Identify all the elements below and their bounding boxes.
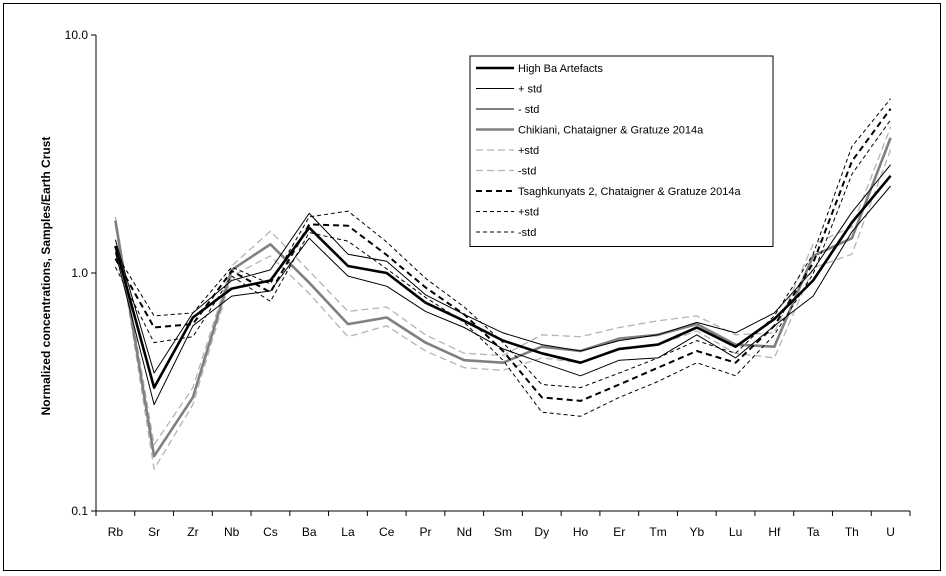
- series-line: [114, 108, 892, 402]
- series-line: [114, 185, 891, 406]
- x-tick-label: Yb: [689, 525, 704, 539]
- x-tick-label: Rb: [108, 525, 124, 539]
- series-line: [114, 137, 892, 458]
- x-tick-label: Tm: [649, 525, 666, 539]
- y-tick-label: 0.1: [71, 504, 88, 518]
- x-tick-label: La: [341, 525, 355, 539]
- legend-label: +std: [518, 145, 539, 157]
- legend-label: +std: [518, 207, 539, 219]
- chart-svg: 0.1 1.0 10.0 Rb Sr Zr Nb Cs Ba La Ce Pr Nd Sm Dy Ho Er Tm…: [39, 28, 911, 539]
- x-tick-label: Th: [845, 525, 859, 539]
- legend-label: -std: [518, 227, 536, 239]
- x-tick-label: Hf: [768, 525, 781, 539]
- x-tick-label: Ta: [807, 525, 820, 539]
- x-tick-label: Ce: [379, 525, 395, 539]
- legend: High Ba Artefacts + std - std Chikiani, Cha…: [469, 55, 774, 247]
- series-line: [114, 164, 891, 374]
- series-layer: [114, 98, 892, 470]
- legend-label: + std: [518, 84, 542, 96]
- x-tick-label: Sm: [494, 525, 512, 539]
- series-line: [114, 174, 892, 389]
- x-tick-label: Ho: [573, 525, 589, 539]
- x-tick-label: Sr: [148, 525, 160, 539]
- x-tick-label: Ba: [302, 525, 317, 539]
- legend-label: High Ba Artefacts: [518, 63, 603, 75]
- legend-label: Chikiani, Chataigner & Gratuze 2014a: [518, 125, 704, 137]
- legend-label: Tsaghkunyats 2, Chataigner & Gratuze 201…: [518, 186, 741, 198]
- legend-box: [469, 55, 774, 247]
- x-tick-label: Zr: [187, 525, 198, 539]
- x-tick-label: Nb: [224, 525, 240, 539]
- x-tick-label: Nd: [457, 525, 472, 539]
- x-tick-label: U: [886, 525, 895, 539]
- series-line: [114, 119, 892, 417]
- y-axis-label: Normalized concentrations, Samples/Earth…: [39, 137, 53, 416]
- x-tick-label: Lu: [729, 525, 742, 539]
- x-tick-label: Er: [613, 525, 625, 539]
- y-tick-label: 10.0: [65, 28, 89, 42]
- legend-label: -std: [518, 166, 536, 178]
- x-tick-label: Pr: [419, 525, 431, 539]
- y-tick-label: 1.0: [71, 266, 88, 280]
- x-tick-label: Dy: [534, 525, 549, 539]
- x-tick-label: Cs: [263, 525, 278, 539]
- legend-label: - std: [518, 104, 539, 116]
- chart-frame: 0.1 1.0 10.0 Rb Sr Zr Nb Cs Ba La Ce Pr Nd Sm Dy Ho Er Tm…: [3, 3, 941, 571]
- series-line: [114, 126, 892, 446]
- axes-layer: 0.1 1.0 10.0 Rb Sr Zr Nb Cs Ba La Ce Pr Nd Sm Dy Ho Er Tm…: [65, 28, 911, 539]
